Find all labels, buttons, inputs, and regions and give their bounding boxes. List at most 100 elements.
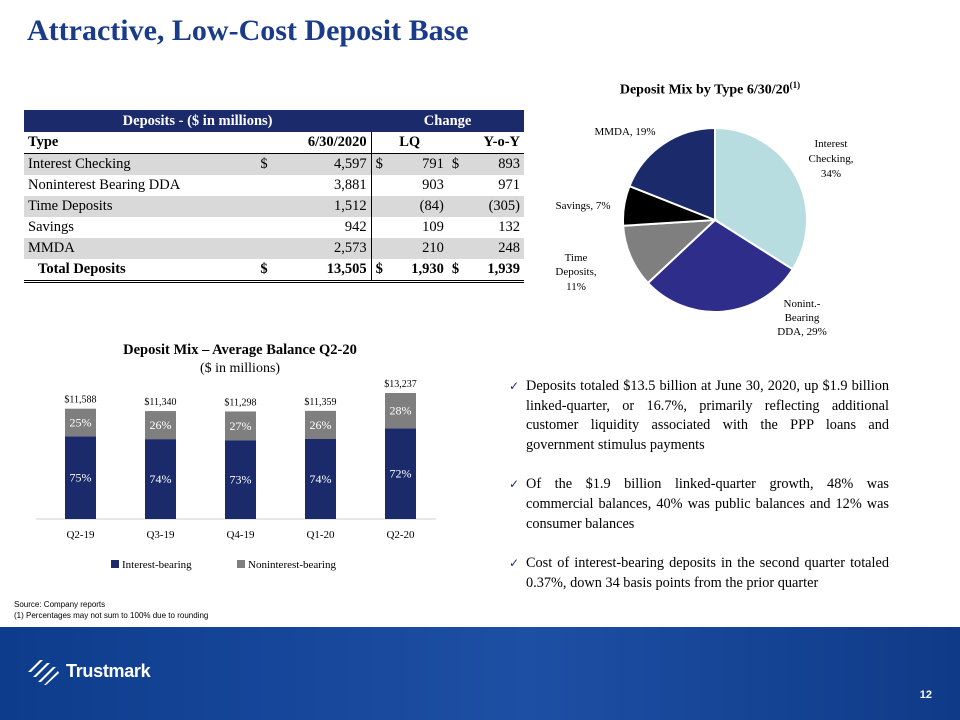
bar-data-label: 72% xyxy=(390,467,412,481)
check-icon: ✓ xyxy=(509,556,520,571)
col-type-header: Type xyxy=(24,132,257,154)
check-icon: ✓ xyxy=(509,379,520,393)
legend-swatch xyxy=(111,560,119,568)
pie-chart-title: Deposit Mix by Type 6/30/20(1) xyxy=(619,80,801,98)
source-note: Source: Company reports xyxy=(14,600,106,609)
brand-logo: Trustmark xyxy=(26,656,151,686)
x-tick-label: Q2-20 xyxy=(386,529,415,541)
row-lq-value: 903 xyxy=(370,175,448,196)
table-row: Savings 942 109 132 xyxy=(24,217,524,238)
row-yoy-value: 132 xyxy=(498,219,520,235)
bar-noninterest-bearing xyxy=(145,411,176,440)
x-tick-label: Q1-20 xyxy=(306,529,335,541)
pie-label: 11% xyxy=(566,281,586,293)
table-header-left: Deposits - ($ in millions) xyxy=(24,110,372,132)
legend-swatch xyxy=(237,560,245,568)
legend-label: Interest-bearing xyxy=(122,559,192,571)
total-label: Total Deposits xyxy=(24,259,257,283)
pie-label: DDA, 29% xyxy=(777,326,827,338)
deposits-table: Deposits - ($ in millions) Change Type 6… xyxy=(24,110,524,283)
col-date-header: 6/30/2020 xyxy=(256,132,372,154)
pie-label: MMDA, 19% xyxy=(594,126,655,138)
row-lq-value: (84) xyxy=(370,196,448,217)
row-type: Savings xyxy=(28,219,74,235)
bar-interest-bearing xyxy=(305,438,336,519)
row-lq-value: 210 xyxy=(370,238,448,259)
page-title: Attractive, Low-Cost Deposit Base xyxy=(27,14,469,47)
bar-data-label: 74% xyxy=(310,472,332,486)
bar-noninterest-bearing xyxy=(65,408,96,437)
footnote: (1) Percentages may not sum to 100% due … xyxy=(14,611,209,620)
col-yoy-header: Y-o-Y xyxy=(447,132,524,154)
row-date-value: 942 xyxy=(344,219,367,235)
total-lq-value: $1,930 xyxy=(370,259,448,283)
row-yoy-value: (305) xyxy=(447,196,524,217)
total-date-value: $13,505 xyxy=(256,259,372,283)
bar-data-label: 73% xyxy=(230,473,252,487)
total-row: Total Deposits $13,505 $1,930 $1,939 xyxy=(24,259,524,283)
bar-data-label: 25% xyxy=(70,415,92,429)
pie-slice xyxy=(628,126,716,222)
total-yoy-value: $1,939 xyxy=(447,259,524,283)
source-notes: Source: Company reports (1) Percentages … xyxy=(14,599,208,621)
table-row: Time Deposits 1,512 (84) (305) xyxy=(24,196,524,217)
pie-label: Bearing xyxy=(785,312,820,324)
bar-interest-bearing xyxy=(225,440,256,519)
row-lq-value: 109 xyxy=(370,217,448,238)
legend-label: Noninterest-bearing xyxy=(248,559,336,571)
row-lq-value: $791 xyxy=(370,153,448,175)
bar-total-label: $13,237 xyxy=(384,379,417,390)
bar-total-label: $11,588 xyxy=(64,395,96,406)
bar-noninterest-bearing xyxy=(385,393,416,429)
bar-chart-subtitle: ($ in millions) xyxy=(199,361,281,376)
row-date-value: 2,573 xyxy=(256,238,372,259)
table-header-row: Deposits - ($ in millions) Change xyxy=(24,110,524,132)
pie-label: Interest xyxy=(815,138,848,150)
row-type: Noninterest Bearing DDA xyxy=(28,177,181,193)
bullet-item: ✓ Cost of interest-bearing deposits in th… xyxy=(509,555,889,591)
row-type: Interest Checking xyxy=(24,153,257,175)
row-type: Time Deposits xyxy=(24,196,257,217)
page-number: 12 xyxy=(919,689,932,701)
row-yoy-value: 248 xyxy=(447,238,524,259)
bar-noninterest-bearing xyxy=(225,411,256,441)
bar-data-label: 75% xyxy=(70,471,92,485)
bar-interest-bearing xyxy=(65,436,96,519)
bar-data-label: 26% xyxy=(150,418,172,432)
bullet-list: ✓ Deposits totaled $13.5 billion at June … xyxy=(509,377,889,613)
footer-bar xyxy=(0,627,960,720)
bullet-item: ✓ Deposits totaled $13.5 billion at June … xyxy=(509,378,889,453)
bar-chart-title: Deposit Mix – Average Balance Q2-20 xyxy=(123,342,357,358)
pie-label: Checking, xyxy=(809,153,854,165)
bar-data-label: 27% xyxy=(230,419,252,433)
x-tick-label: Q4-19 xyxy=(226,529,255,541)
bar-data-label: 26% xyxy=(310,418,332,432)
row-yoy-value: 971 xyxy=(498,177,520,193)
pie-label: Time xyxy=(565,252,588,264)
table-row: Noninterest Bearing DDA 3,881 903 971 xyxy=(24,175,524,196)
pie-label: Deposits, xyxy=(555,266,597,278)
table-row: MMDA 2,573 210 248 xyxy=(24,238,524,259)
bar-total-label: $11,298 xyxy=(224,397,256,408)
table-subheader-row: Type 6/30/2020 LQ Y-o-Y xyxy=(24,132,524,154)
bullet-item: ✓ Of the $1.9 billion linked-quarter grow… xyxy=(509,476,889,532)
bar-data-label: 28% xyxy=(390,404,412,418)
bar-noninterest-bearing xyxy=(305,410,336,439)
check-icon: ✓ xyxy=(509,477,520,492)
row-type: MMDA xyxy=(24,238,257,259)
pie-label: Savings, 7% xyxy=(556,200,611,212)
bar-total-label: $11,340 xyxy=(144,397,176,408)
brand-name: Trustmark xyxy=(66,660,151,681)
pie-label: Nonint.- xyxy=(784,298,821,310)
row-yoy-value: $893 xyxy=(447,153,524,175)
trustmark-logo-icon xyxy=(28,660,59,685)
x-tick-label: Q2-19 xyxy=(66,529,95,541)
bar-interest-bearing xyxy=(145,439,176,519)
row-date-value: 1,512 xyxy=(256,196,372,217)
row-date-value: 3,881 xyxy=(334,177,367,193)
table-header-right: Change xyxy=(371,110,524,132)
pie-label: 34% xyxy=(821,168,841,180)
table-body: Interest Checking $4,597 $791 $893 Nonintere… xyxy=(24,153,524,283)
bar-total-label: $11,359 xyxy=(304,397,336,408)
pie-chart: Interest Checking, 34% Nonint.- Bearing DDA, … xyxy=(555,126,854,338)
